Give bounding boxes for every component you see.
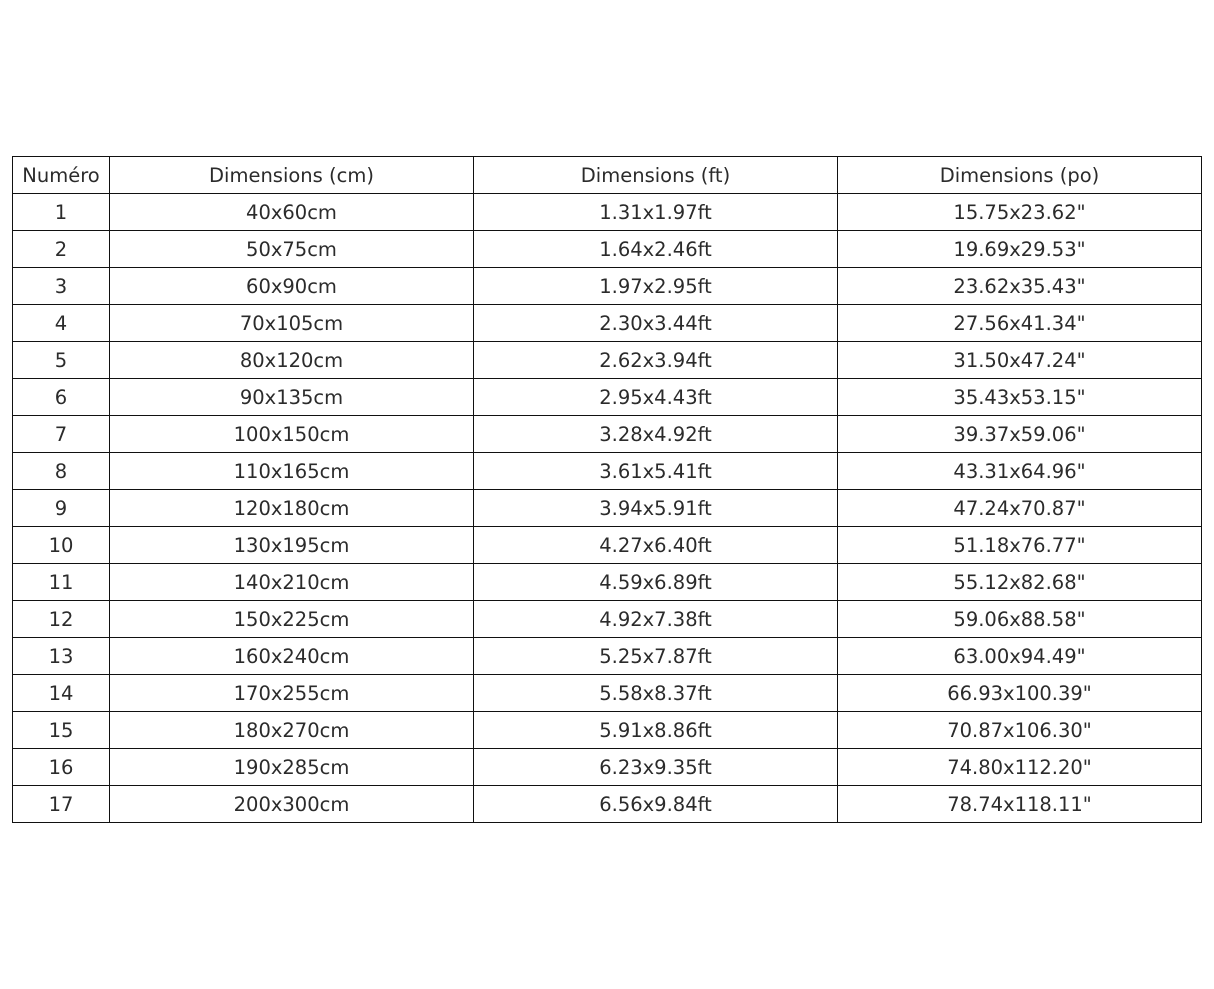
table-row: 2 50x75cm 1.64x2.46ft 19.69x29.53" bbox=[12, 230, 1202, 268]
table-row: 9 120x180cm 3.94x5.91ft 47.24x70.87" bbox=[12, 489, 1202, 527]
cell-cm: 90x135cm bbox=[109, 378, 474, 416]
cell-in: 35.43x53.15" bbox=[837, 378, 1202, 416]
cell-cm: 150x225cm bbox=[109, 600, 474, 638]
table-row: 4 70x105cm 2.30x3.44ft 27.56x41.34" bbox=[12, 304, 1202, 342]
cell-in: 70.87x106.30" bbox=[837, 711, 1202, 749]
cell-number: 9 bbox=[12, 489, 110, 527]
header-number: Numéro bbox=[12, 156, 110, 194]
table-row: 1 40x60cm 1.31x1.97ft 15.75x23.62" bbox=[12, 193, 1202, 231]
cell-number: 16 bbox=[12, 748, 110, 786]
cell-ft: 6.23x9.35ft bbox=[473, 748, 838, 786]
cell-ft: 3.28x4.92ft bbox=[473, 415, 838, 453]
table-row: 14 170x255cm 5.58x8.37ft 66.93x100.39" bbox=[12, 674, 1202, 712]
cell-ft: 4.27x6.40ft bbox=[473, 526, 838, 564]
cell-cm: 180x270cm bbox=[109, 711, 474, 749]
cell-ft: 2.62x3.94ft bbox=[473, 341, 838, 379]
header-ft: Dimensions (ft) bbox=[473, 156, 838, 194]
cell-cm: 120x180cm bbox=[109, 489, 474, 527]
table-row: 15 180x270cm 5.91x8.86ft 70.87x106.30" bbox=[12, 711, 1202, 749]
cell-cm: 40x60cm bbox=[109, 193, 474, 231]
cell-number: 1 bbox=[12, 193, 110, 231]
cell-number: 10 bbox=[12, 526, 110, 564]
cell-cm: 50x75cm bbox=[109, 230, 474, 268]
table-body: 1 40x60cm 1.31x1.97ft 15.75x23.62" 2 50x75cm 1… bbox=[12, 193, 1202, 823]
cell-cm: 160x240cm bbox=[109, 637, 474, 675]
cell-ft: 3.94x5.91ft bbox=[473, 489, 838, 527]
cell-number: 7 bbox=[12, 415, 110, 453]
cell-cm: 80x120cm bbox=[109, 341, 474, 379]
cell-number: 15 bbox=[12, 711, 110, 749]
cell-cm: 140x210cm bbox=[109, 563, 474, 601]
size-table: Numéro Dimensions (cm) Dimensions (ft) D… bbox=[12, 156, 1202, 823]
table-row: 7 100x150cm 3.28x4.92ft 39.37x59.06" bbox=[12, 415, 1202, 453]
cell-cm: 130x195cm bbox=[109, 526, 474, 564]
cell-in: 47.24x70.87" bbox=[837, 489, 1202, 527]
cell-number: 12 bbox=[12, 600, 110, 638]
cell-number: 13 bbox=[12, 637, 110, 675]
cell-in: 23.62x35.43" bbox=[837, 267, 1202, 305]
cell-cm: 60x90cm bbox=[109, 267, 474, 305]
table-row: 11 140x210cm 4.59x6.89ft 55.12x82.68" bbox=[12, 563, 1202, 601]
cell-number: 8 bbox=[12, 452, 110, 490]
cell-ft: 4.59x6.89ft bbox=[473, 563, 838, 601]
cell-in: 63.00x94.49" bbox=[837, 637, 1202, 675]
table-row: 10 130x195cm 4.27x6.40ft 51.18x76.77" bbox=[12, 526, 1202, 564]
cell-number: 14 bbox=[12, 674, 110, 712]
cell-number: 5 bbox=[12, 341, 110, 379]
cell-cm: 110x165cm bbox=[109, 452, 474, 490]
cell-cm: 70x105cm bbox=[109, 304, 474, 342]
cell-ft: 5.25x7.87ft bbox=[473, 637, 838, 675]
cell-cm: 170x255cm bbox=[109, 674, 474, 712]
cell-number: 11 bbox=[12, 563, 110, 601]
table-row: 16 190x285cm 6.23x9.35ft 74.80x112.20" bbox=[12, 748, 1202, 786]
cell-ft: 5.58x8.37ft bbox=[473, 674, 838, 712]
header-row: Numéro Dimensions (cm) Dimensions (ft) D… bbox=[12, 156, 1202, 194]
cell-in: 59.06x88.58" bbox=[837, 600, 1202, 638]
cell-in: 43.31x64.96" bbox=[837, 452, 1202, 490]
cell-number: 2 bbox=[12, 230, 110, 268]
table-row: 17 200x300cm 6.56x9.84ft 78.74x118.11" bbox=[12, 785, 1202, 823]
cell-ft: 4.92x7.38ft bbox=[473, 600, 838, 638]
cell-ft: 1.31x1.97ft bbox=[473, 193, 838, 231]
cell-number: 17 bbox=[12, 785, 110, 823]
table-row: 13 160x240cm 5.25x7.87ft 63.00x94.49" bbox=[12, 637, 1202, 675]
cell-in: 19.69x29.53" bbox=[837, 230, 1202, 268]
table-row: 12 150x225cm 4.92x7.38ft 59.06x88.58" bbox=[12, 600, 1202, 638]
cell-cm: 200x300cm bbox=[109, 785, 474, 823]
cell-in: 55.12x82.68" bbox=[837, 563, 1202, 601]
cell-ft: 5.91x8.86ft bbox=[473, 711, 838, 749]
cell-in: 74.80x112.20" bbox=[837, 748, 1202, 786]
cell-number: 4 bbox=[12, 304, 110, 342]
cell-ft: 2.30x3.44ft bbox=[473, 304, 838, 342]
cell-ft: 3.61x5.41ft bbox=[473, 452, 838, 490]
cell-in: 39.37x59.06" bbox=[837, 415, 1202, 453]
cell-ft: 1.64x2.46ft bbox=[473, 230, 838, 268]
table-row: 3 60x90cm 1.97x2.95ft 23.62x35.43" bbox=[12, 267, 1202, 305]
cell-ft: 6.56x9.84ft bbox=[473, 785, 838, 823]
table-row: 6 90x135cm 2.95x4.43ft 35.43x53.15" bbox=[12, 378, 1202, 416]
cell-in: 78.74x118.11" bbox=[837, 785, 1202, 823]
cell-in: 15.75x23.62" bbox=[837, 193, 1202, 231]
cell-ft: 1.97x2.95ft bbox=[473, 267, 838, 305]
header-in: Dimensions (po) bbox=[837, 156, 1202, 194]
cell-ft: 2.95x4.43ft bbox=[473, 378, 838, 416]
table-row: 8 110x165cm 3.61x5.41ft 43.31x64.96" bbox=[12, 452, 1202, 490]
cell-in: 51.18x76.77" bbox=[837, 526, 1202, 564]
cell-cm: 190x285cm bbox=[109, 748, 474, 786]
cell-number: 6 bbox=[12, 378, 110, 416]
cell-in: 27.56x41.34" bbox=[837, 304, 1202, 342]
table-row: 5 80x120cm 2.62x3.94ft 31.50x47.24" bbox=[12, 341, 1202, 379]
header-cm: Dimensions (cm) bbox=[109, 156, 474, 194]
cell-in: 31.50x47.24" bbox=[837, 341, 1202, 379]
cell-number: 3 bbox=[12, 267, 110, 305]
cell-cm: 100x150cm bbox=[109, 415, 474, 453]
cell-in: 66.93x100.39" bbox=[837, 674, 1202, 712]
